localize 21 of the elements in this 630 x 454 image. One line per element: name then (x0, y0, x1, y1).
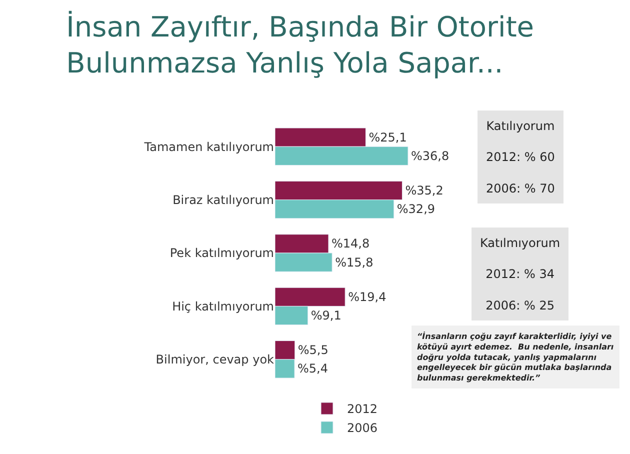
legend-label: 2012 (347, 402, 378, 416)
data-label: %35,2 (405, 183, 444, 198)
y-tick-label: Biraz katılıyorum (172, 193, 274, 207)
data-label: %5,4 (298, 362, 328, 376)
y-tick-label: Hiç katılmıyorum (172, 299, 274, 314)
text: Katılmıyorum 2012: % 34 2006: % 25 (480, 236, 560, 312)
legend-label: 2006 (347, 421, 378, 436)
text: “İnsanların çoğu zayıf karakterlidir, iyiyi ve kötüyü ayırt edemez. Bu nedenle, insanları doğru yolda tutacak, yanlış yapmalarını engelleyecek bir gücün mutlaka başlarında bulunması gerekmektedir.” (417, 331, 614, 383)
data-label: %19,4 (348, 290, 386, 304)
y-tick-label: Bilmiyor, cevap yok (156, 352, 274, 367)
data-label: %9,1 (310, 308, 342, 323)
y-tick-label: Tamamen katılıyorum (143, 140, 274, 154)
data-label: %5,5 (298, 343, 328, 358)
data-label: %15,8 (335, 255, 374, 270)
data-label: %32,9 (396, 202, 436, 216)
chart-title: İnsan Zayıftır, Başında Bir Otorite Bulunmazsa Yanlış Yola Sapar... (66, 10, 534, 80)
data-label: %25,1 (368, 130, 407, 144)
text: Katılıyorum 2012: % 60 2006: % 70 (486, 119, 555, 196)
data-label: %36,8 (411, 148, 450, 163)
data-label: %14,8 (331, 236, 370, 251)
y-tick-label: Pek katılmıyorum (170, 246, 274, 260)
